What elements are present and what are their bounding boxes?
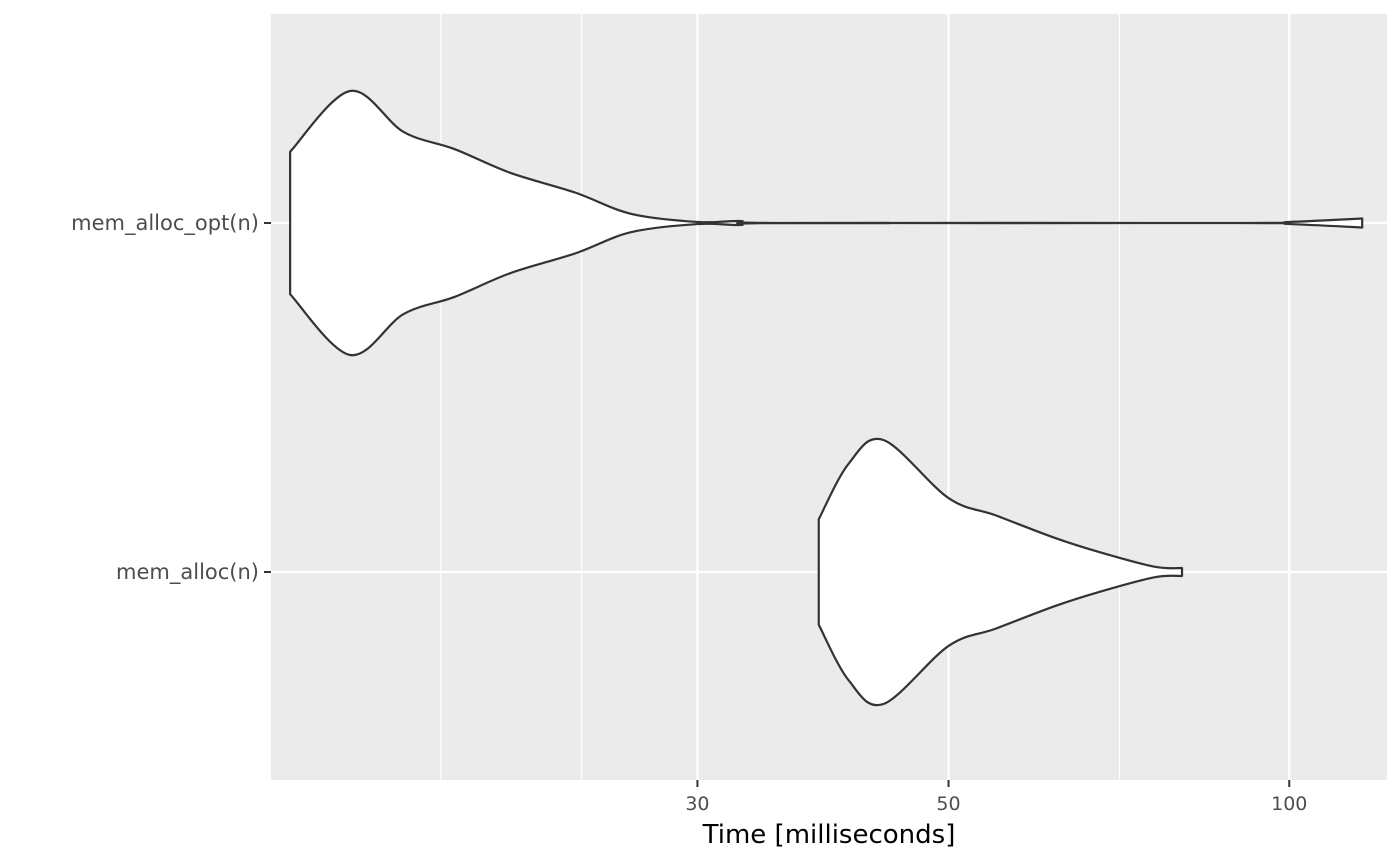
plot-panel — [271, 14, 1387, 780]
y-axis: mem_alloc_opt(n) mem_alloc(n) — [71, 211, 271, 585]
y-tick-label: mem_alloc(n) — [116, 560, 259, 585]
x-axis: 30 50 100 — [685, 780, 1307, 815]
minor-gridlines — [440, 14, 1121, 780]
y-tick-label: mem_alloc_opt(n) — [71, 211, 259, 236]
x-tick-label: 100 — [1271, 793, 1307, 815]
x-tick-label: 50 — [936, 793, 960, 815]
violins — [289, 89, 1364, 707]
x-tick-label: 30 — [685, 793, 709, 815]
violin-mem-alloc-n — [817, 437, 1184, 707]
x-axis-label: Time [milliseconds] — [702, 820, 956, 850]
violin-mem-alloc-opt-n — [289, 89, 1364, 357]
